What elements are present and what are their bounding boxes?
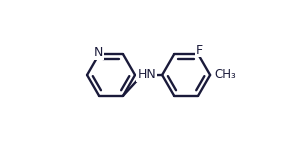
Text: HN: HN — [137, 68, 156, 81]
Text: CH₃: CH₃ — [215, 69, 236, 81]
Text: F: F — [196, 44, 203, 57]
Text: N: N — [94, 46, 103, 59]
